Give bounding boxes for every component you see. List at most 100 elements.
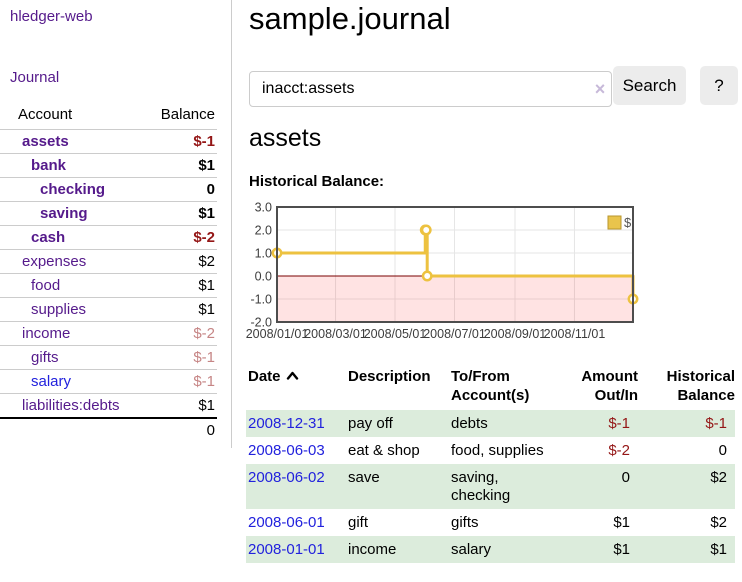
account-balance: $-1: [147, 369, 217, 394]
search-button[interactable]: Search: [613, 66, 686, 105]
app-brand-link[interactable]: hledger-web: [10, 8, 93, 25]
transaction-date-link[interactable]: 2008-01-01: [248, 541, 325, 558]
transaction-amount: $1: [613, 541, 630, 558]
x-tick-label: 2008/05/01: [364, 327, 427, 341]
register-row: 2008-01-01 income salary $1 $1: [246, 536, 735, 563]
y-tick-label: -2.0: [250, 316, 272, 330]
column-header-balance[interactable]: Historical Balance: [666, 368, 735, 404]
account-row: assets $-1: [0, 129, 217, 154]
transaction-accounts: debts: [451, 415, 488, 432]
account-link-supplies[interactable]: supplies: [31, 301, 87, 318]
sidebar: hledger-web Journal Account Balance asse…: [0, 0, 232, 448]
transaction-date-link[interactable]: 2008-12-31: [248, 415, 325, 432]
x-tick-label: 2008/03/01: [304, 327, 367, 341]
transaction-date-link[interactable]: 2008-06-02: [248, 469, 325, 486]
transaction-balance: $1: [710, 541, 727, 558]
transaction-accounts: food, supplies: [451, 442, 544, 459]
transaction-amount: $1: [613, 514, 630, 531]
account-row: saving $1: [0, 201, 217, 226]
account-link-assets[interactable]: assets: [22, 133, 69, 150]
y-tick-label: 1.0: [255, 247, 272, 261]
date-header-label: Date: [248, 368, 281, 385]
legend-swatch: [607, 215, 622, 230]
account-balance: $1: [147, 393, 217, 418]
transaction-balance: $-1: [705, 415, 727, 432]
account-balance: $-1: [147, 345, 217, 370]
register-header-row: Date Description To/From Account(s) Amou…: [246, 358, 735, 410]
transaction-description: pay off: [348, 415, 393, 432]
transaction-accounts: salary: [451, 541, 492, 558]
account-row: income $-2: [0, 321, 217, 346]
account-balance: $-2: [147, 225, 217, 250]
search-input[interactable]: [249, 71, 612, 107]
register-row: 2008-06-03 eat & shop food, supplies $-2 0: [246, 437, 735, 464]
account-row: checking 0: [0, 177, 217, 202]
y-tick-label: -1.0: [250, 293, 272, 307]
account-link-food[interactable]: food: [31, 277, 61, 294]
account-link-liabilities-debts[interactable]: liabilities:debts: [22, 397, 120, 414]
transaction-date-link[interactable]: 2008-06-03: [248, 442, 325, 459]
account-row: liabilities:debts $1: [0, 393, 217, 418]
x-tick-label: 2008/11/01: [544, 327, 606, 341]
account-link-gifts[interactable]: gifts: [31, 349, 59, 366]
transaction-date-link[interactable]: 2008-06-01: [248, 514, 325, 531]
account-row: supplies $1: [0, 297, 217, 322]
register-row: 2008-06-02 save saving, checking 0 $2: [246, 464, 735, 509]
account-link-salary[interactable]: salary: [31, 373, 72, 390]
register-row: 2008-06-01 gift gifts $1 $2: [246, 509, 735, 536]
account-balance: $1: [147, 201, 217, 226]
transaction-accounts: saving, checking: [451, 469, 511, 504]
transaction-amount: 0: [621, 469, 630, 486]
transaction-amount: $-2: [608, 442, 630, 459]
account-balance: $2: [147, 249, 217, 274]
account-link-income[interactable]: income: [22, 325, 71, 342]
account-link-checking[interactable]: checking: [40, 181, 106, 198]
column-header-description[interactable]: Description: [348, 368, 431, 385]
register-row: 2008-12-31 pay off debts $-1 $-1: [246, 410, 735, 437]
account-heading: assets: [249, 124, 322, 152]
help-button[interactable]: ?: [700, 66, 738, 105]
accounts-total-value: 0: [147, 417, 217, 442]
transaction-description: gift: [348, 514, 369, 531]
y-tick-label: 0.0: [255, 270, 272, 284]
account-balance: $1: [147, 297, 217, 322]
transaction-description: eat & shop: [348, 442, 420, 459]
historical-balance-chart[interactable]: 3.0 2.0 1.0 0.0 -1.0 -2.02008/01/012008/03/01…: [246, 196, 742, 348]
account-row: cash $-2: [0, 225, 217, 250]
x-tick-label: 2008/09/01: [484, 327, 547, 341]
main-content: sample.journal × Search ? assets Histori…: [246, 0, 742, 582]
column-header-date[interactable]: Date: [246, 358, 346, 410]
y-tick-label: 3.0: [255, 201, 272, 215]
account-row: bank $1: [0, 153, 217, 178]
transaction-description: income: [348, 541, 397, 558]
account-link-saving[interactable]: saving: [40, 205, 88, 222]
column-header-amount[interactable]: Amount Out/In: [581, 368, 638, 404]
chart-title: Historical Balance:: [249, 173, 385, 190]
accounts-table-header: Account Balance: [0, 101, 217, 130]
account-link-cash[interactable]: cash: [31, 229, 66, 246]
column-header-accounts[interactable]: To/From Account(s): [451, 368, 530, 404]
data-point: [420, 224, 432, 236]
sort-ascending-icon: [286, 371, 298, 380]
y-tick-label: 2.0: [255, 224, 272, 238]
account-balance: $-2: [147, 321, 217, 346]
account-balance: $-1: [147, 129, 217, 154]
account-row: food $1: [0, 273, 217, 298]
transaction-balance: $2: [710, 514, 727, 531]
account-row: salary $-1: [0, 369, 217, 394]
account-balance: $1: [147, 273, 217, 298]
sidebar-item-journal[interactable]: Journal: [10, 69, 60, 86]
account-link-expenses[interactable]: expenses: [22, 253, 87, 270]
page-title: sample.journal: [249, 1, 451, 36]
negative-region: [277, 276, 633, 322]
account-link-bank[interactable]: bank: [31, 157, 67, 174]
accounts-table: Account Balance assets $-1 bank $1 checking 0…: [0, 101, 217, 442]
accounts-col-balance: Balance: [160, 106, 215, 123]
register-table-body: 2008-12-31 pay off debts $-1 $-1 2008-06-03 ea…: [246, 410, 735, 563]
x-tick-label: 2008/07/01: [423, 327, 486, 341]
account-row: gifts $-1: [0, 345, 217, 370]
register-table: Date Description To/From Account(s) Amou…: [246, 358, 735, 563]
clear-search-icon[interactable]: ×: [594, 79, 606, 99]
account-row: expenses $2: [0, 249, 217, 274]
